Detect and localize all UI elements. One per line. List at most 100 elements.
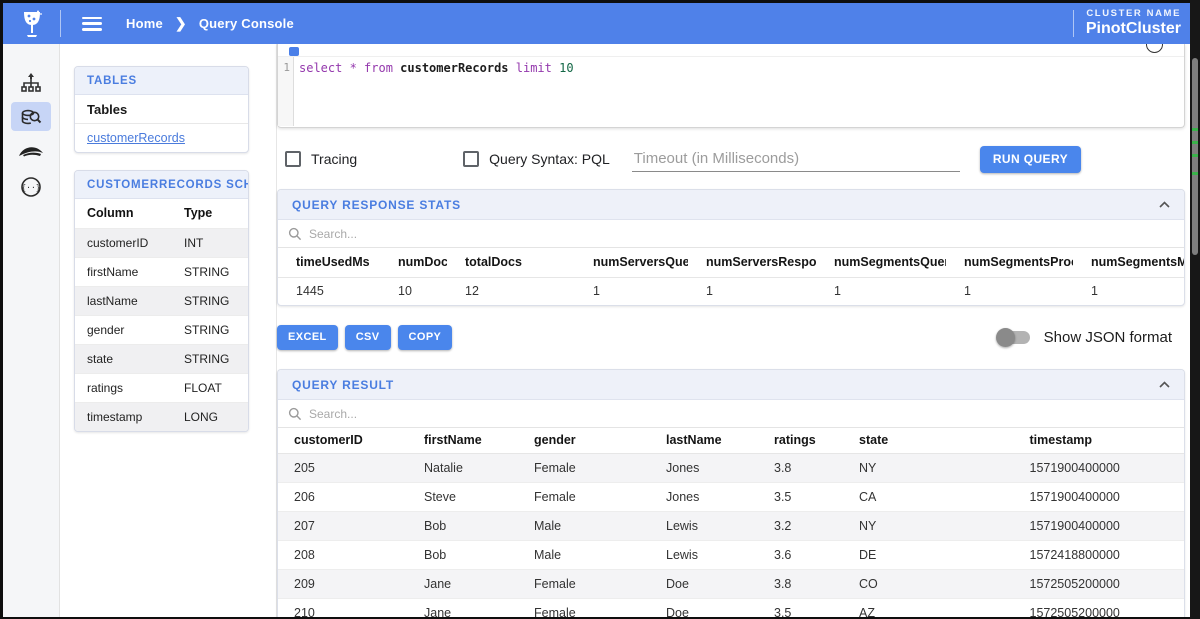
- copy-button[interactable]: COPY: [397, 324, 453, 350]
- result-column-header: ratings: [758, 428, 843, 454]
- sidebar-item-query-console[interactable]: [11, 102, 51, 131]
- svg-text:{··}: {··}: [21, 183, 40, 192]
- table-link-customerRecords[interactable]: customerRecords: [87, 131, 185, 145]
- pinot-logo-icon: [23, 10, 42, 37]
- breadcrumb-chevron-icon: ❯: [174, 15, 187, 31]
- export-row: EXCEL CSV COPY Show JSON format: [277, 324, 1185, 350]
- sql-token: *: [349, 61, 365, 75]
- breadcrumb-current: Query Console: [198, 16, 294, 31]
- schema-column-type: STRING: [172, 286, 248, 316]
- schema-column-name: ratings: [75, 373, 172, 403]
- cluster-info: CLUSTER NAME PinotCluster: [1074, 8, 1190, 40]
- schema-column-type: STRING: [172, 315, 248, 345]
- breadcrumb-home[interactable]: Home: [126, 16, 163, 31]
- json-format-label: Show JSON format: [1043, 328, 1172, 346]
- schema-col-header: Column: [75, 199, 172, 229]
- pinot-logo[interactable]: [3, 9, 60, 39]
- sidebar-item-swagger[interactable]: {··}: [11, 172, 51, 201]
- scrollbar-marker: [1192, 128, 1198, 131]
- sql-editor-card: 1 select * from customerRecords limit 10: [277, 36, 1185, 128]
- result-row: 209 Jane Female Doe 3.8 CO 1572505200000: [278, 569, 1184, 598]
- stats-column-header: numServersQueried: [575, 248, 688, 278]
- schema-column-name: firstName: [75, 257, 172, 287]
- stats-search-row: [278, 220, 1184, 248]
- json-format-toggle[interactable]: [995, 327, 1030, 347]
- tracing-checkbox[interactable]: [285, 151, 301, 167]
- cluster-manager-icon: [21, 72, 41, 92]
- schema-column-type: STRING: [172, 344, 248, 374]
- sql-token: from: [364, 61, 401, 75]
- schema-row: state STRING: [75, 344, 248, 374]
- schema-row: ratings FLOAT: [75, 373, 248, 403]
- result-search-row: [278, 400, 1184, 428]
- cluster-name-value: PinotCluster: [1085, 20, 1181, 38]
- sql-token: customerRecords: [400, 61, 516, 75]
- schema-column-name: lastName: [75, 286, 172, 316]
- excel-button[interactable]: EXCEL: [277, 324, 338, 350]
- stats-table: timeUsedMsnumDocsScannedtotalDocsnumServ…: [278, 248, 1184, 305]
- search-icon: [288, 227, 302, 240]
- result-table: customerID firstName gender lastName ratings…: [278, 428, 1184, 617]
- schema-row: gender STRING: [75, 315, 248, 345]
- stats-column-header: numSegmentsProcessed: [946, 248, 1073, 278]
- result-row: 206 Steve Female Jones 3.5 CA 1571900400000: [278, 482, 1184, 511]
- schema-column-type: FLOAT: [172, 373, 248, 403]
- query-controls: Tracing Query Syntax: PQL RUN QUERY: [285, 142, 1185, 176]
- schema-column-name: gender: [75, 315, 172, 345]
- schema-column-name: customerID: [75, 228, 172, 258]
- toggle-knob[interactable]: [995, 327, 1015, 347]
- result-row: 208 Bob Male Lewis 3.6 DE 1572418800000: [278, 540, 1184, 569]
- schema-column-type: STRING: [172, 257, 248, 287]
- pql-label: Query Syntax: PQL: [489, 151, 610, 167]
- appbar-divider: [60, 10, 61, 37]
- left-panel: TABLES Tables customerRecords CUSTOMERRE…: [60, 44, 277, 617]
- schema-table: Column Type customerID INT: [75, 199, 248, 431]
- timeout-input[interactable]: [631, 146, 960, 172]
- result-panel-header[interactable]: QUERY RESULT: [278, 370, 1184, 400]
- zookeeper-icon: [19, 146, 43, 156]
- appbar-right-divider: [1072, 10, 1074, 37]
- sql-query-text[interactable]: select * from customerRecords limit 10: [294, 57, 574, 126]
- schema-column-name: timestamp: [87, 409, 143, 424]
- cluster-name-label: CLUSTER NAME: [1086, 7, 1181, 19]
- schema-column-type: INT: [172, 228, 248, 258]
- line-number-gutter: 1: [278, 57, 294, 126]
- sql-editor[interactable]: 1 select * from customerRecords limit 10: [278, 56, 1184, 126]
- result-row: 210 Jane Female Doe 3.5 AZ 1572505200000: [278, 598, 1184, 618]
- run-query-button[interactable]: RUN QUERY: [979, 145, 1081, 173]
- stats-column-header: numSegmentsMatched: [1073, 248, 1184, 278]
- csv-button[interactable]: CSV: [344, 324, 391, 350]
- schema-row: lastName STRING: [75, 286, 248, 316]
- schema-row: timestamp LONG: [75, 402, 248, 431]
- result-column-header: firstName: [408, 428, 518, 454]
- schema-card: CUSTOMERRECORDS SCHEMA Column Type: [74, 170, 249, 432]
- icon-sidebar: {··}: [3, 44, 60, 617]
- table-list-item: customerRecords: [75, 124, 248, 152]
- stats-column-header: numDocsScanned: [380, 248, 447, 278]
- result-search-input[interactable]: [309, 406, 1174, 421]
- result-column-header: gender: [518, 428, 650, 454]
- editor-mini-icon: [289, 47, 299, 56]
- menu-toggle-icon[interactable]: [82, 16, 102, 31]
- schema-row: firstName STRING: [75, 257, 248, 287]
- stats-search-input[interactable]: [309, 226, 1174, 241]
- sql-token: 10: [559, 61, 574, 75]
- sidebar-item-cluster-manager[interactable]: [11, 67, 51, 96]
- query-console-icon: [21, 109, 42, 124]
- stats-panel-title: QUERY RESPONSE STATS: [292, 197, 461, 212]
- app-bar: Home ❯ Query Console CLUSTER NAME PinotC…: [3, 3, 1190, 44]
- collapse-chevron-icon[interactable]: [1159, 381, 1170, 388]
- sidebar-item-zookeeper[interactable]: [11, 137, 51, 166]
- sql-token: limit: [515, 61, 560, 75]
- stats-panel-header[interactable]: QUERY RESPONSE STATS: [278, 190, 1184, 220]
- schema-card-title: CUSTOMERRECORDS SCHEMA: [75, 171, 248, 199]
- schema-column-name: state: [75, 344, 172, 374]
- window-scrollbar[interactable]: [1190, 0, 1200, 619]
- pql-checkbox[interactable]: [463, 151, 480, 167]
- collapse-chevron-icon[interactable]: [1159, 201, 1170, 208]
- stats-column-header: timeUsedMs: [278, 248, 380, 278]
- result-column-header: timestamp: [1013, 428, 1184, 454]
- stats-column-header: totalDocs: [447, 248, 575, 278]
- tracing-option: Tracing: [285, 151, 357, 167]
